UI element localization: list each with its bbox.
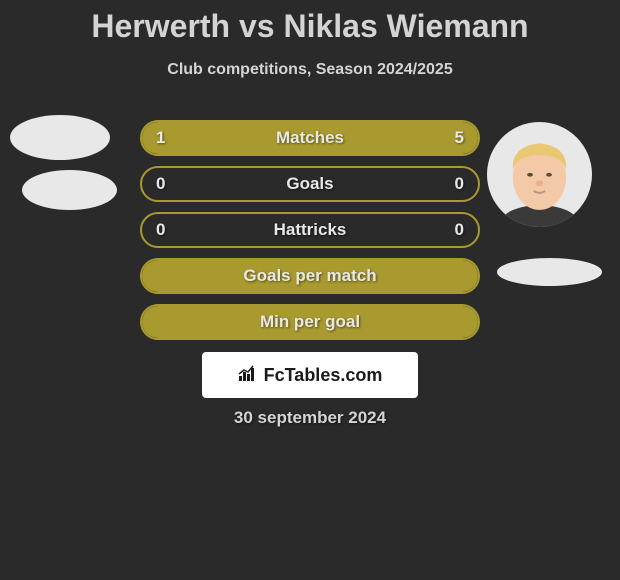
page-title: Herwerth vs Niklas Wiemann	[0, 0, 620, 45]
stat-bar: 0 Hattricks 0	[140, 212, 480, 248]
stat-value-left: 0	[156, 220, 165, 240]
logo-text: FcTables.com	[264, 365, 383, 386]
stat-value-right: 5	[455, 128, 464, 148]
stat-bar: Goals per match	[140, 258, 480, 294]
logo-content: FcTables.com	[238, 364, 383, 387]
chart-icon	[238, 364, 260, 387]
stat-value-right: 0	[455, 220, 464, 240]
logo-box: FcTables.com	[202, 352, 418, 398]
stat-label: Goals per match	[243, 266, 376, 286]
player-left-avatar-placeholder-2	[22, 170, 117, 210]
stat-value-left: 0	[156, 174, 165, 194]
stat-label: Min per goal	[260, 312, 360, 332]
stat-value-right: 0	[455, 174, 464, 194]
stat-label: Hattricks	[274, 220, 347, 240]
stats-container: 1 Matches 5 0 Goals 0 0 Hattricks 0 Goals per mat…	[140, 120, 480, 350]
stat-bar: Min per goal	[140, 304, 480, 340]
player-right-avatar-placeholder-2	[497, 258, 602, 286]
stat-bar: 1 Matches 5	[140, 120, 480, 156]
stat-bar: 0 Goals 0	[140, 166, 480, 202]
player-left-avatar-placeholder-1	[10, 115, 110, 160]
player-face-icon	[492, 132, 587, 227]
date-text: 30 september 2024	[234, 408, 386, 428]
stat-label: Matches	[276, 128, 344, 148]
stat-fill-left	[142, 122, 196, 154]
stat-label: Goals	[286, 174, 333, 194]
player-right-avatar	[487, 122, 592, 227]
subtitle: Club competitions, Season 2024/2025	[0, 61, 620, 79]
stat-value-left: 1	[156, 128, 165, 148]
